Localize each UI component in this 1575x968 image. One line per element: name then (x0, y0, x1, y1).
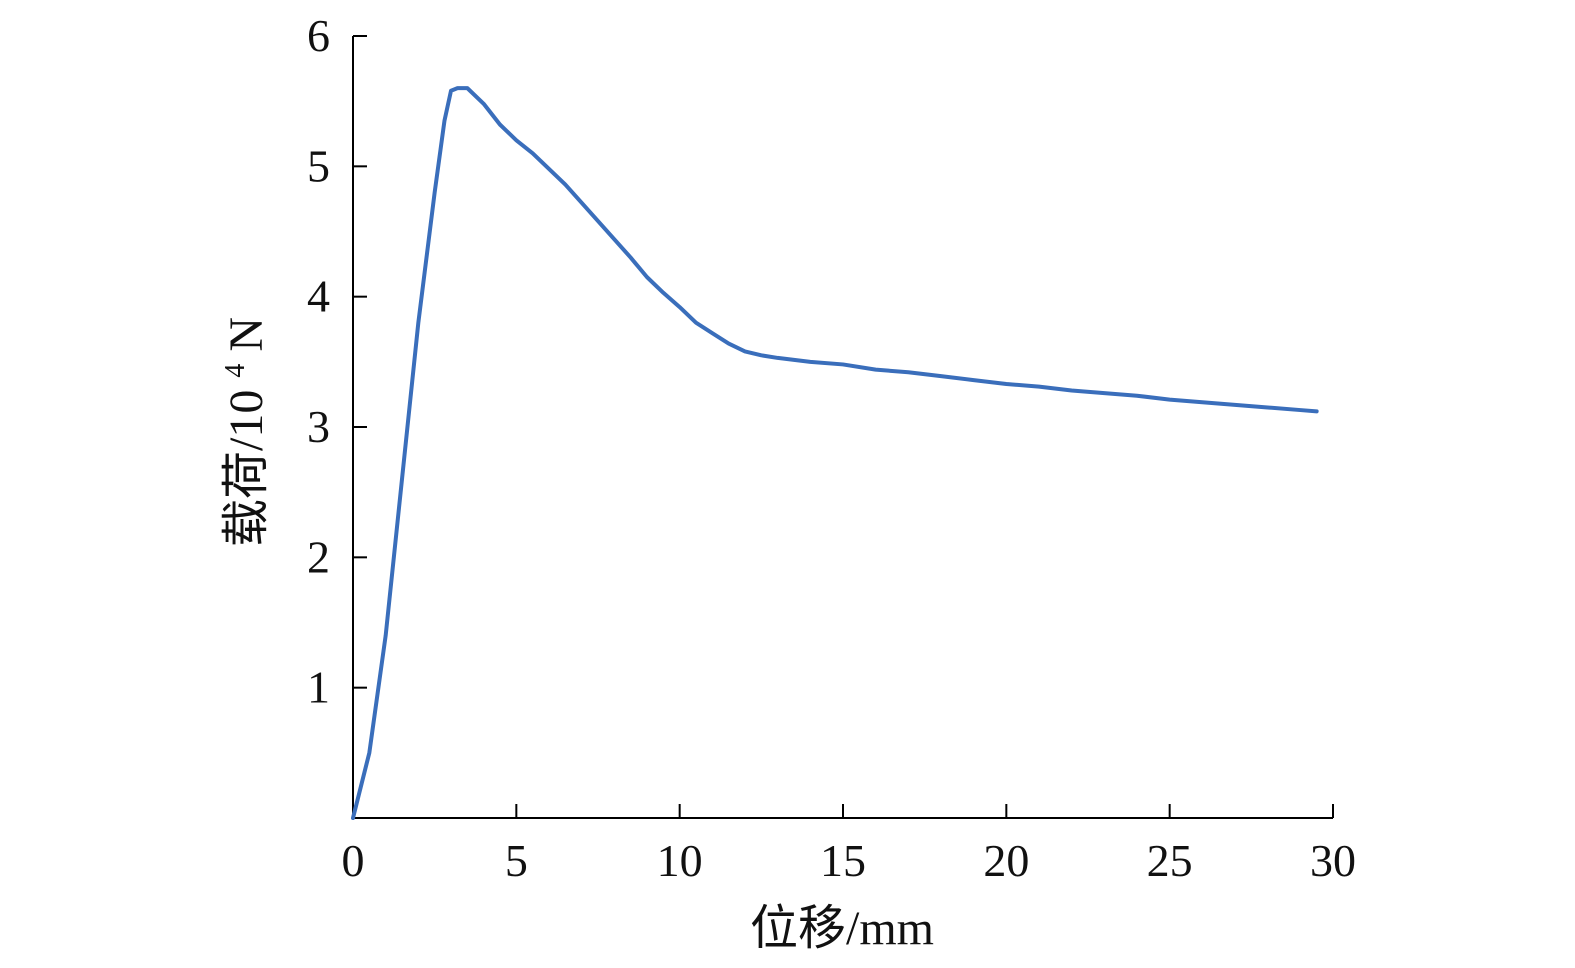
x-tick-label: 0 (342, 835, 365, 886)
y-tick-label: 6 (307, 10, 330, 61)
x-tick-label: 5 (505, 835, 528, 886)
axes (352, 36, 1333, 819)
x-tick-label: 20 (983, 835, 1029, 886)
x-tick-label: 15 (820, 835, 866, 886)
y-axis-title-superscript: 4 (220, 364, 251, 378)
y-axis-title: 载荷/10 4 N (202, 317, 273, 547)
x-tick-label: 10 (657, 835, 703, 886)
y-tick-label: 5 (307, 140, 330, 191)
y-tick-label: 2 (307, 531, 330, 582)
y-tick-label: 4 (307, 271, 330, 322)
x-axis-title: 位移/mm (750, 902, 934, 955)
series-layer (351, 86, 1319, 820)
y-axis-title-unit: N (220, 317, 273, 352)
x-tick-label: 30 (1310, 835, 1356, 886)
ticks: 0 5 10 15 20 25 30 1 2 3 4 5 6 (307, 10, 1356, 886)
x-tick-label: 25 (1147, 835, 1193, 886)
y-tick-label: 3 (307, 401, 330, 452)
series-line-1 (351, 86, 1319, 820)
y-axis-title-main: 载荷/10 (220, 390, 273, 547)
y-tick-label: 1 (307, 662, 330, 713)
